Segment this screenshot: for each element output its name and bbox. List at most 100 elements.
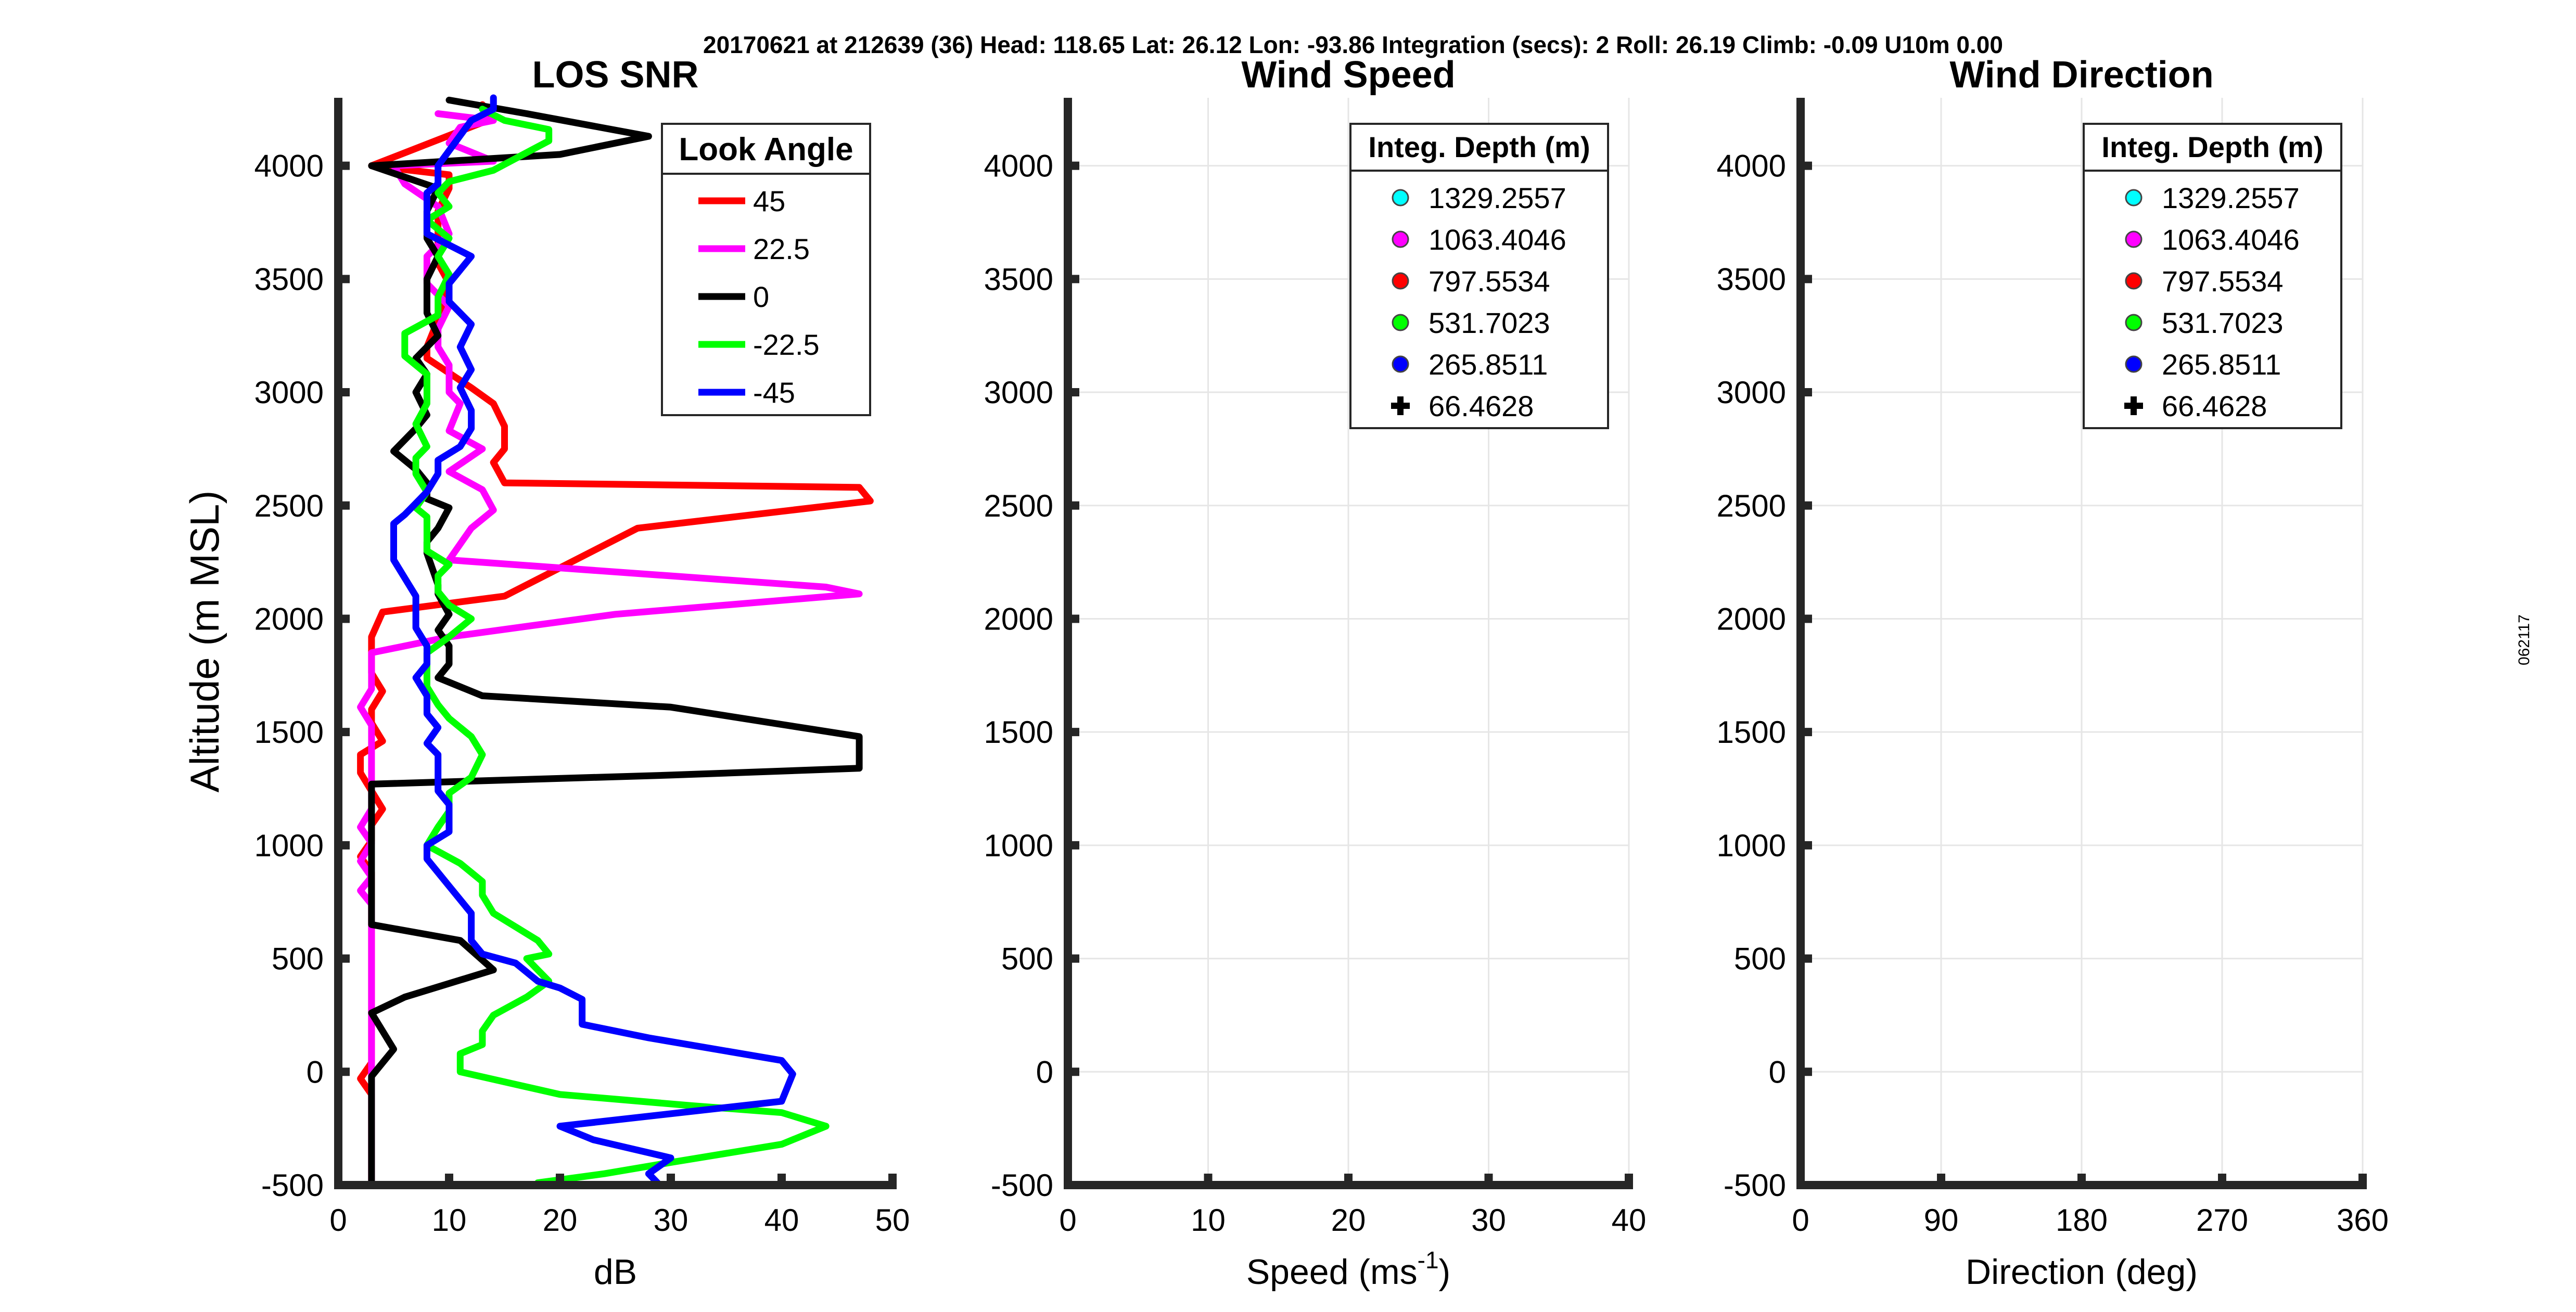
y-tick-label: 2000 — [984, 601, 1053, 636]
x-tick-label: 0 — [1792, 1203, 1809, 1238]
y-tick-label: 3000 — [254, 375, 324, 410]
legend-entry-label: 265.8511 — [1429, 348, 1548, 381]
y-tick-label: 1500 — [1717, 715, 1786, 750]
x-tick-label: 50 — [875, 1203, 910, 1238]
y-tick-label: 4000 — [1717, 149, 1786, 184]
x-tick-label: 270 — [2196, 1203, 2248, 1238]
y-tick-label: 4000 — [254, 149, 324, 184]
legend-entry-label: 531.7023 — [1429, 306, 1550, 339]
legend-marker — [1392, 189, 1409, 207]
legend-entry-label: 797.5534 — [1429, 265, 1550, 298]
series-line--45 — [390, 94, 796, 1185]
x-tick-label: 30 — [654, 1203, 688, 1238]
legend-marker — [1392, 314, 1409, 331]
series-line-0 — [368, 96, 863, 1185]
side-label: 062117 — [2516, 614, 2533, 665]
legend-marker — [1392, 272, 1409, 290]
legend: Integ. Depth (m) 1329.2557 1063.4046 797.55… — [2083, 123, 2342, 429]
y-tick-label: 500 — [1001, 942, 1053, 976]
y-tick-label: 2500 — [254, 488, 324, 523]
legend-entry-label: 797.5534 — [2162, 265, 2284, 298]
y-tick-label: 1500 — [984, 715, 1053, 750]
y-tick-label: 500 — [272, 942, 324, 976]
legend: Integ. Depth (m) 1329.2557 1063.4046 797.55… — [1349, 123, 1609, 429]
legend-marker — [2125, 189, 2143, 207]
x-axis-label: dB — [594, 1252, 637, 1292]
chart-title: Wind Speed — [1241, 54, 1455, 96]
y-tick-label: 3000 — [1717, 375, 1786, 410]
legend-entry-label: 1329.2557 — [1429, 182, 1566, 214]
x-tick-label: 20 — [543, 1203, 578, 1238]
legend-box — [2083, 123, 2342, 429]
y-tick-label: 1000 — [1717, 828, 1786, 863]
y-tick-label: -500 — [1724, 1168, 1786, 1203]
legend-entry-label: 1063.4046 — [2162, 223, 2300, 256]
y-tick-label: 2000 — [254, 601, 324, 636]
x-axis-label: Speed (ms-1) — [1246, 1246, 1450, 1292]
x-tick-label: 360 — [2337, 1203, 2389, 1238]
legend-title: Integ. Depth (m) — [1368, 131, 1590, 163]
x-tick-label: 10 — [1191, 1203, 1226, 1238]
legend-entry-label: 45 — [753, 185, 785, 217]
legend-marker — [1392, 355, 1409, 373]
y-tick-label: 2000 — [1717, 601, 1786, 636]
legend-title: Integ. Depth (m) — [2101, 131, 2323, 163]
x-tick-label: 10 — [432, 1203, 467, 1238]
y-tick-label: 2500 — [1717, 488, 1786, 523]
legend-marker — [2125, 230, 2143, 248]
y-tick-label: 0 — [307, 1054, 324, 1089]
legend-entry-label: 1063.4046 — [1429, 223, 1566, 256]
legend-marker — [1392, 230, 1409, 248]
y-tick-label: 1500 — [254, 715, 324, 750]
x-tick-label: 40 — [764, 1203, 799, 1238]
y-tick-label: -500 — [261, 1168, 324, 1203]
y-tick-label: 500 — [1734, 942, 1786, 976]
y-tick-label: 4000 — [984, 149, 1053, 184]
y-tick-label: 3500 — [1717, 262, 1786, 297]
y-tick-label: 3500 — [984, 262, 1053, 297]
y-tick-label: 0 — [1036, 1054, 1053, 1089]
chart-title: Wind Direction — [1949, 54, 2213, 96]
y-tick-label: 0 — [1769, 1054, 1786, 1089]
legend-entry-label: 66.4628 — [2162, 390, 2267, 422]
legend-entry-label: 66.4628 — [1429, 390, 1534, 422]
legend-marker — [2125, 272, 2143, 290]
legend-marker — [2125, 355, 2143, 373]
y-tick-label: 1000 — [254, 828, 324, 863]
x-axis-label-main: Speed (ms — [1246, 1252, 1418, 1292]
legend-entry-label: -45 — [753, 376, 795, 409]
y-tick-label: 2500 — [984, 488, 1053, 523]
x-tick-label: 0 — [329, 1203, 347, 1238]
y-axis-label: Altitude (m MSL) — [182, 491, 227, 793]
legend: Look Angle 45 22.5 0 -22.5 -45 — [661, 123, 871, 416]
legend-entry-label: 265.8511 — [2162, 348, 2281, 381]
legend-marker — [2125, 314, 2143, 331]
x-axis-label-sup: -1 — [1418, 1246, 1439, 1274]
x-axis-label-tail: ) — [1439, 1252, 1451, 1292]
x-tick-label: 40 — [1612, 1203, 1647, 1238]
x-tick-label: 180 — [2056, 1203, 2108, 1238]
legend-entry-label: 22.5 — [753, 233, 810, 265]
x-tick-label: 30 — [1471, 1203, 1506, 1238]
x-tick-label: 0 — [1059, 1203, 1076, 1238]
y-tick-label: 3500 — [254, 262, 324, 297]
y-tick-label: 1000 — [984, 828, 1053, 863]
legend-box — [1349, 123, 1609, 429]
x-axis-label: Direction (deg) — [1966, 1252, 2198, 1292]
figure-header: 20170621 at 212639 (36) Head: 118.65 Lat… — [703, 31, 2003, 58]
legend-entry-label: 1329.2557 — [2162, 182, 2300, 214]
x-tick-label: 20 — [1331, 1203, 1366, 1238]
legend-entry-label: 0 — [753, 280, 769, 313]
x-tick-label: 90 — [1924, 1203, 1959, 1238]
legend-title: Look Angle — [679, 132, 853, 168]
y-tick-label: 3000 — [984, 375, 1053, 410]
legend-box — [661, 123, 871, 416]
legend-entry-label: -22.5 — [753, 328, 820, 361]
chart-title: LOS SNR — [532, 54, 698, 96]
legend-entry-label: 531.7023 — [2162, 306, 2284, 339]
